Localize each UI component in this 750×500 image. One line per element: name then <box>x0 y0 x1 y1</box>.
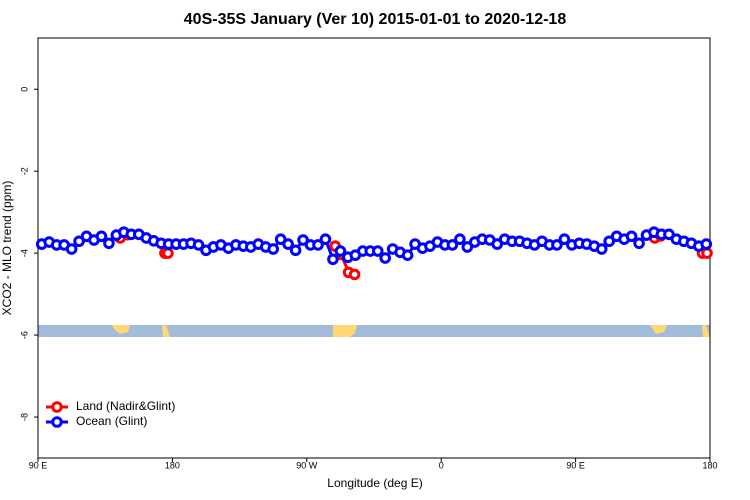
data-point <box>491 238 504 250</box>
data-point <box>334 245 347 257</box>
land-shape <box>333 325 357 337</box>
x-axis-label: Longitude (deg E) <box>327 476 422 490</box>
data-point <box>663 228 675 241</box>
y-tick-label: -4 <box>19 249 29 257</box>
legend-marker <box>51 401 63 413</box>
x-tick-label: 90 E <box>29 460 48 470</box>
x-tick-label: 90 E <box>566 460 585 470</box>
land-shape <box>162 325 170 337</box>
legend-marker <box>51 416 63 428</box>
data-point <box>454 233 466 245</box>
legend-label: Land (Nadir&Glint) <box>76 399 175 413</box>
legend-label: Ocean (Glint) <box>76 414 147 428</box>
land-shape <box>702 325 710 337</box>
data-point <box>282 238 294 250</box>
data-point <box>379 252 392 264</box>
data-point <box>192 239 205 251</box>
data-point <box>274 233 287 245</box>
data-point <box>267 243 280 255</box>
data-point <box>65 243 78 255</box>
y-tick-label: -8 <box>19 413 29 421</box>
x-tick-label: 180 <box>165 460 180 470</box>
x-tick-label: 0 <box>439 460 444 470</box>
ocean-band <box>38 325 710 337</box>
land-shape <box>112 325 130 334</box>
data-point <box>461 241 474 253</box>
y-axis-label: XCO2 - MLO trend (ppm) <box>0 181 14 316</box>
data-point <box>327 253 339 266</box>
data-point <box>95 230 108 243</box>
data-point <box>371 245 384 257</box>
data-point <box>73 235 85 248</box>
data-point <box>633 237 645 250</box>
data-point <box>401 249 414 261</box>
land-shape <box>650 325 667 334</box>
data-point <box>348 268 361 281</box>
data-point <box>446 239 459 251</box>
data-point <box>558 233 571 245</box>
data-point <box>595 243 608 255</box>
x-tick-label: 90 W <box>296 460 318 470</box>
data-point <box>103 237 115 250</box>
y-tick-label: -2 <box>19 167 29 175</box>
data-point <box>625 230 638 243</box>
map-strip <box>38 325 710 337</box>
data-point <box>319 233 332 245</box>
data-point <box>162 247 174 259</box>
data-point <box>289 244 302 257</box>
data-point <box>603 235 616 248</box>
chart-title: 40S-35S January (Ver 10) 2015-01-01 to 2… <box>184 11 567 28</box>
y-tick-label: 0 <box>19 87 29 92</box>
data-point <box>312 239 324 251</box>
data-point <box>701 247 713 259</box>
y-tick-label: -6 <box>19 331 29 339</box>
x-tick-label: 180 <box>702 460 717 470</box>
data-point <box>551 239 563 251</box>
data-point <box>700 238 713 250</box>
plot-marks <box>35 226 713 281</box>
data-point <box>297 234 309 246</box>
